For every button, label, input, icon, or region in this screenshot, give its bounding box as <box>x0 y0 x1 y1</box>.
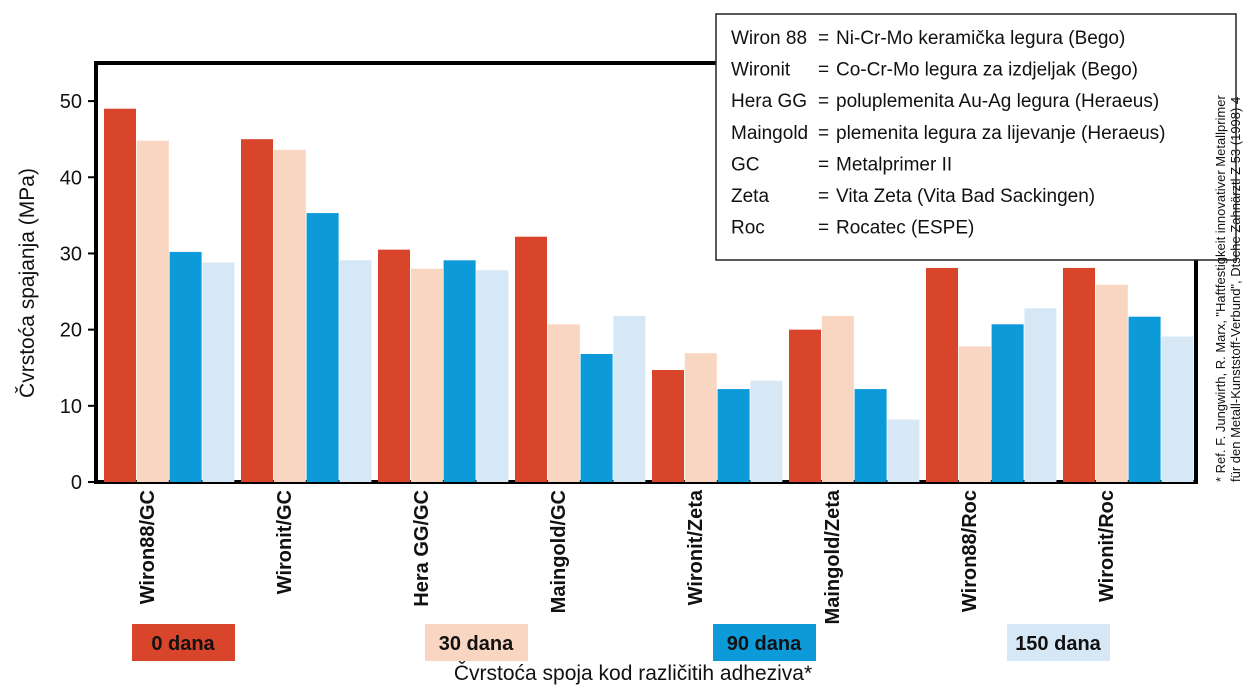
axes <box>94 61 1198 484</box>
bar <box>1063 267 1095 482</box>
legend-series-label: 150 dana <box>1015 633 1101 655</box>
y-tick-label: 50 <box>60 91 82 113</box>
category-label: Wironit/Zeta <box>685 489 707 605</box>
y-tick-label: 0 <box>71 472 82 494</box>
legend-box-text: Ni-Cr-Mo keramička legura (Bego) <box>836 28 1125 49</box>
bar <box>443 260 476 482</box>
bar <box>169 251 202 482</box>
y-tick-label: 30 <box>60 243 82 265</box>
abbreviation-legend-box: Wiron 88 = Ni-Cr-Mo keramička legura (Bego… <box>715 13 1237 261</box>
legend-series-label: 90 dana <box>727 633 802 655</box>
bar <box>306 213 339 482</box>
category-label: Wironit/Roc <box>1096 490 1118 602</box>
bar <box>789 329 821 482</box>
legend-series-label: 0 dana <box>151 633 215 655</box>
bar <box>821 315 854 482</box>
bar <box>378 249 410 482</box>
legend-box-text: Metalprimer II <box>836 154 952 175</box>
legend-swatch <box>425 624 528 661</box>
bar <box>926 267 958 482</box>
legend-box-key: Zeta <box>731 186 769 207</box>
series-legend: 0 dana 30 dana 90 dana 150 dana <box>132 624 1110 661</box>
bar <box>1024 308 1057 482</box>
y-tick-label: 40 <box>60 167 82 189</box>
bar <box>202 262 235 482</box>
bar <box>991 324 1024 482</box>
legend-box-text: Vita Zeta (Vita Bad Sackingen) <box>836 186 1095 207</box>
legend-box-equals: = <box>818 154 829 175</box>
legend-box-text: Rocatec (ESPE) <box>836 218 974 239</box>
legend-box-equals: = <box>818 91 829 112</box>
legend-swatch <box>713 624 816 661</box>
category-label: Maingold/Zeta <box>822 489 844 624</box>
bar <box>684 353 717 482</box>
category-label: Wironit/GC <box>274 490 296 594</box>
reference-line: * Ref. F. Jungwirth, R. Marx, "Haftfesti… <box>1213 95 1228 482</box>
x-axis-title: Čvrstoća spoja kod različitih adheziva* <box>454 662 812 685</box>
category-label: Wiron88/GC <box>137 490 159 604</box>
bar <box>476 270 509 482</box>
legend-box-frame <box>715 13 1237 261</box>
legend-box-equals: = <box>818 218 829 239</box>
y-ticks: 0 10 20 30 40 50 <box>60 91 96 494</box>
bars <box>104 108 1194 483</box>
legend-box-text: Co-Cr-Mo legura za izdjeljak (Bego) <box>836 60 1138 81</box>
legend-series-label: 30 dana <box>439 633 514 655</box>
bar <box>887 419 920 482</box>
legend-box-equals: = <box>818 28 829 49</box>
legend-box-text: plemenita legura za lijevanje (Heraeus) <box>836 123 1166 144</box>
reference-note: * Ref. F. Jungwirth, R. Marx, "Haftfesti… <box>1213 95 1243 482</box>
bar <box>515 236 547 482</box>
bar <box>547 324 580 482</box>
bar <box>854 389 887 482</box>
legend-box-text: poluplemenita Au-Ag legura (Heraeus) <box>836 91 1159 112</box>
bar <box>750 380 783 482</box>
category-label: Wiron88/Roc <box>959 490 981 612</box>
legend-box-key: Wiron 88 <box>731 28 807 49</box>
legend-box-key: Maingold <box>731 123 808 144</box>
bar <box>580 354 613 482</box>
y-axis-label: Čvrstoća spajanja (MPa) <box>16 168 39 398</box>
legend-box-key: Hera GG <box>731 91 807 112</box>
y-tick-label: 10 <box>60 396 82 418</box>
bar <box>717 389 750 482</box>
bar <box>241 139 273 482</box>
legend-box-equals: = <box>818 60 829 81</box>
legend-swatch <box>1007 624 1110 661</box>
bar <box>613 315 646 482</box>
bar <box>339 260 372 482</box>
reference-line: für den Metall-Kunststoff-Verbund", Dtsc… <box>1228 97 1243 482</box>
legend-box-key: Wironit <box>731 60 791 81</box>
bar <box>958 346 991 482</box>
legend-box-key: Roc <box>731 218 765 239</box>
category-label: Maingold/GC <box>548 490 570 613</box>
legend-box-key: GC <box>731 154 760 175</box>
bar <box>410 268 443 482</box>
bar <box>104 108 136 482</box>
category-label: Hera GG/GC <box>411 490 433 607</box>
bar <box>1128 316 1161 482</box>
bar <box>1095 284 1128 482</box>
legend-box-equals: = <box>818 186 829 207</box>
bar <box>136 140 169 483</box>
legend-swatch <box>132 624 235 661</box>
legend-box-equals: = <box>818 123 829 144</box>
bar <box>1161 336 1194 482</box>
y-tick-label: 20 <box>60 320 82 342</box>
bar <box>273 149 306 482</box>
category-labels: Wiron88/GC Wironit/GC Hera GG/GC Maingold/G… <box>137 489 1118 624</box>
bar <box>652 370 684 482</box>
plot-frame <box>94 61 1198 484</box>
